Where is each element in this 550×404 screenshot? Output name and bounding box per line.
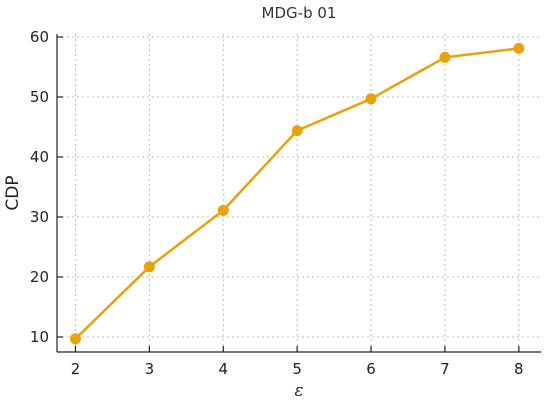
chart-title: MDG-b 01 xyxy=(262,4,337,22)
x-tick-label: 7 xyxy=(440,360,450,378)
x-tick-label: 8 xyxy=(514,360,524,378)
y-tick-label: 60 xyxy=(30,28,49,46)
x-tick-label: 3 xyxy=(145,360,155,378)
data-point xyxy=(365,93,377,105)
x-tick-label: 4 xyxy=(218,360,228,378)
data-point xyxy=(69,333,81,345)
x-tick-label: 2 xyxy=(71,360,81,378)
y-tick-label: 20 xyxy=(30,268,49,286)
axes xyxy=(56,34,541,353)
y-tick-label: 40 xyxy=(30,148,49,166)
series-group xyxy=(69,42,525,345)
data-point xyxy=(513,42,525,54)
y-tick-label: 10 xyxy=(30,328,49,346)
data-point xyxy=(143,261,155,273)
y-tick-label: 30 xyxy=(30,208,49,226)
y-tick-label: 50 xyxy=(30,88,49,106)
tick-marks xyxy=(57,36,520,352)
tick-labels: 2 3 4 5 6 7 8 10 20 30 40 50 60 xyxy=(30,28,524,378)
x-tick-label: 6 xyxy=(366,360,376,378)
data-point xyxy=(439,51,451,63)
grid-lines xyxy=(57,34,541,352)
x-axis-label: ε xyxy=(294,381,303,401)
data-point xyxy=(217,204,229,216)
y-axis-label: CDP xyxy=(3,175,23,210)
data-point xyxy=(291,125,303,137)
x-tick-label: 5 xyxy=(292,360,302,378)
